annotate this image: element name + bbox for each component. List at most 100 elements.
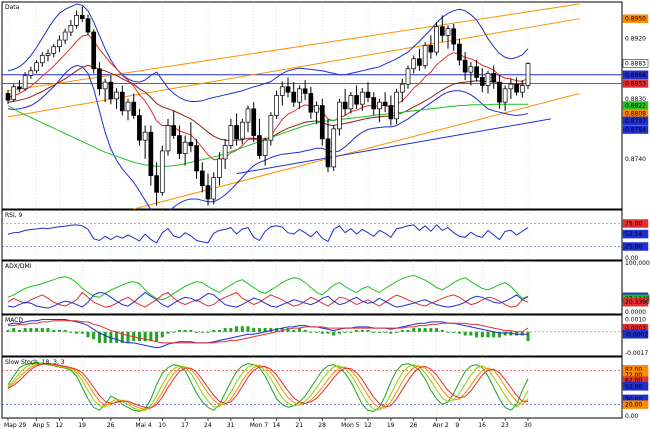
- price-tag-label: 20.00: [625, 402, 642, 409]
- histogram-bar: [417, 328, 421, 332]
- histogram-bar: [143, 331, 147, 342]
- histogram-bar: [275, 328, 279, 332]
- price-tag: [622, 242, 649, 251]
- histogram-bar: [503, 331, 507, 336]
- histogram-bar: [326, 331, 330, 334]
- candle-body: [154, 175, 159, 193]
- candle-body: [108, 81, 114, 100]
- price-tag: [622, 79, 649, 88]
- candle-body: [371, 97, 377, 110]
- x-tick-label: Mon 7: [250, 422, 269, 429]
- candle-body: [268, 115, 274, 141]
- y-tick-label: 0.8920: [625, 36, 646, 43]
- candle-body: [485, 73, 491, 86]
- histogram-bar: [126, 331, 130, 343]
- candle-body: [234, 125, 239, 140]
- histogram-bar: [35, 328, 39, 332]
- candle-body: [45, 53, 51, 56]
- overlay-bb_lower: [7, 64, 529, 220]
- candle-body: [314, 105, 319, 113]
- x-tick-label: 14: [273, 422, 281, 429]
- histogram-bar: [17, 329, 21, 332]
- histogram-bar: [406, 329, 410, 332]
- histogram-bar: [509, 331, 513, 336]
- histogram-bar: [120, 331, 124, 343]
- candle-body: [74, 15, 79, 26]
- candle-body: [17, 86, 22, 90]
- price-tag-label: 25.00: [625, 244, 642, 251]
- histogram-bar: [446, 331, 450, 333]
- candle-body: [51, 46, 57, 54]
- x-tick-label: 12: [55, 422, 63, 429]
- histogram-bar: [263, 328, 267, 332]
- y-tick-label: 0.8830: [625, 96, 646, 103]
- price-tag: [622, 70, 649, 80]
- x-tick-label: 16: [478, 422, 486, 429]
- candle-body: [502, 88, 508, 103]
- candle-body: [91, 31, 97, 70]
- candle-body: [279, 86, 285, 96]
- histogram-bar: [166, 331, 170, 334]
- histogram-bar: [372, 331, 376, 333]
- histogram-bar: [497, 331, 501, 338]
- x-tick-label: Anr 2: [433, 422, 449, 429]
- price-tag-label: 20.3390: [625, 299, 650, 306]
- histogram-bar: [189, 329, 193, 332]
- histogram-bar: [183, 329, 187, 332]
- candle-body: [451, 28, 457, 45]
- candle-body: [308, 93, 314, 113]
- candle-body: [331, 128, 337, 168]
- candle-body: [474, 66, 479, 78]
- histogram-bar: [297, 328, 301, 332]
- histogram-bar: [435, 328, 439, 332]
- y-tick-label: 0.8740: [625, 156, 646, 163]
- candle-body: [302, 88, 308, 94]
- histogram-bar: [337, 331, 341, 334]
- candle-body: [514, 83, 519, 93]
- candle-body: [354, 95, 359, 105]
- histogram-bar: [46, 328, 50, 332]
- histogram-bar: [235, 326, 239, 332]
- price-tag: [622, 229, 649, 239]
- candle-body: [262, 139, 268, 156]
- series-rsi: [7, 224, 529, 244]
- candle-body: [377, 101, 382, 110]
- histogram-bar: [29, 328, 33, 332]
- histogram-bar: [383, 331, 387, 333]
- histogram-bar: [252, 328, 256, 332]
- candle-body: [102, 81, 108, 90]
- histogram-bar: [40, 328, 44, 332]
- candle-body: [394, 91, 399, 120]
- histogram-bar: [349, 331, 353, 333]
- histogram-bar: [206, 331, 210, 333]
- price-tag-label: 0.8866: [625, 72, 646, 79]
- panel-rsi: RSI, 9 0.00 75.00 52.14 25.00: [1, 209, 649, 262]
- candle-body: [34, 62, 39, 72]
- price-tag-label: 0.8808: [625, 111, 646, 118]
- panel-label: RSI, 9: [5, 212, 23, 219]
- candle-body: [337, 101, 342, 130]
- series-minus_di: [7, 291, 529, 309]
- candle-body: [62, 31, 68, 41]
- series-plus_di: [7, 291, 529, 308]
- candle-body: [217, 158, 222, 178]
- histogram-bar: [457, 331, 461, 334]
- x-tick-label: 19: [78, 422, 86, 429]
- x-tick-label: Map 29: [4, 422, 26, 429]
- candle-body: [199, 170, 205, 186]
- histogram-bar: [246, 326, 250, 332]
- x-tick-label: Mai 4: [135, 422, 151, 429]
- price-tag-label: 52.14: [625, 231, 642, 238]
- panel-stoch: Slow Stoch, 18, 3, 3 0.00 82.0072.0062.005…: [1, 356, 649, 420]
- candle-body: [182, 141, 188, 154]
- price-tag: [622, 297, 649, 307]
- price-tag-label: 0.8950: [625, 16, 646, 23]
- price-tag-label: 82.00: [625, 366, 642, 373]
- candle-body: [439, 26, 445, 36]
- histogram-bar: [23, 328, 27, 332]
- candle-body: [68, 25, 74, 33]
- price-tag: [622, 125, 649, 134]
- candle-body: [365, 91, 371, 98]
- histogram-bar: [195, 331, 199, 333]
- histogram-bar: [57, 329, 61, 332]
